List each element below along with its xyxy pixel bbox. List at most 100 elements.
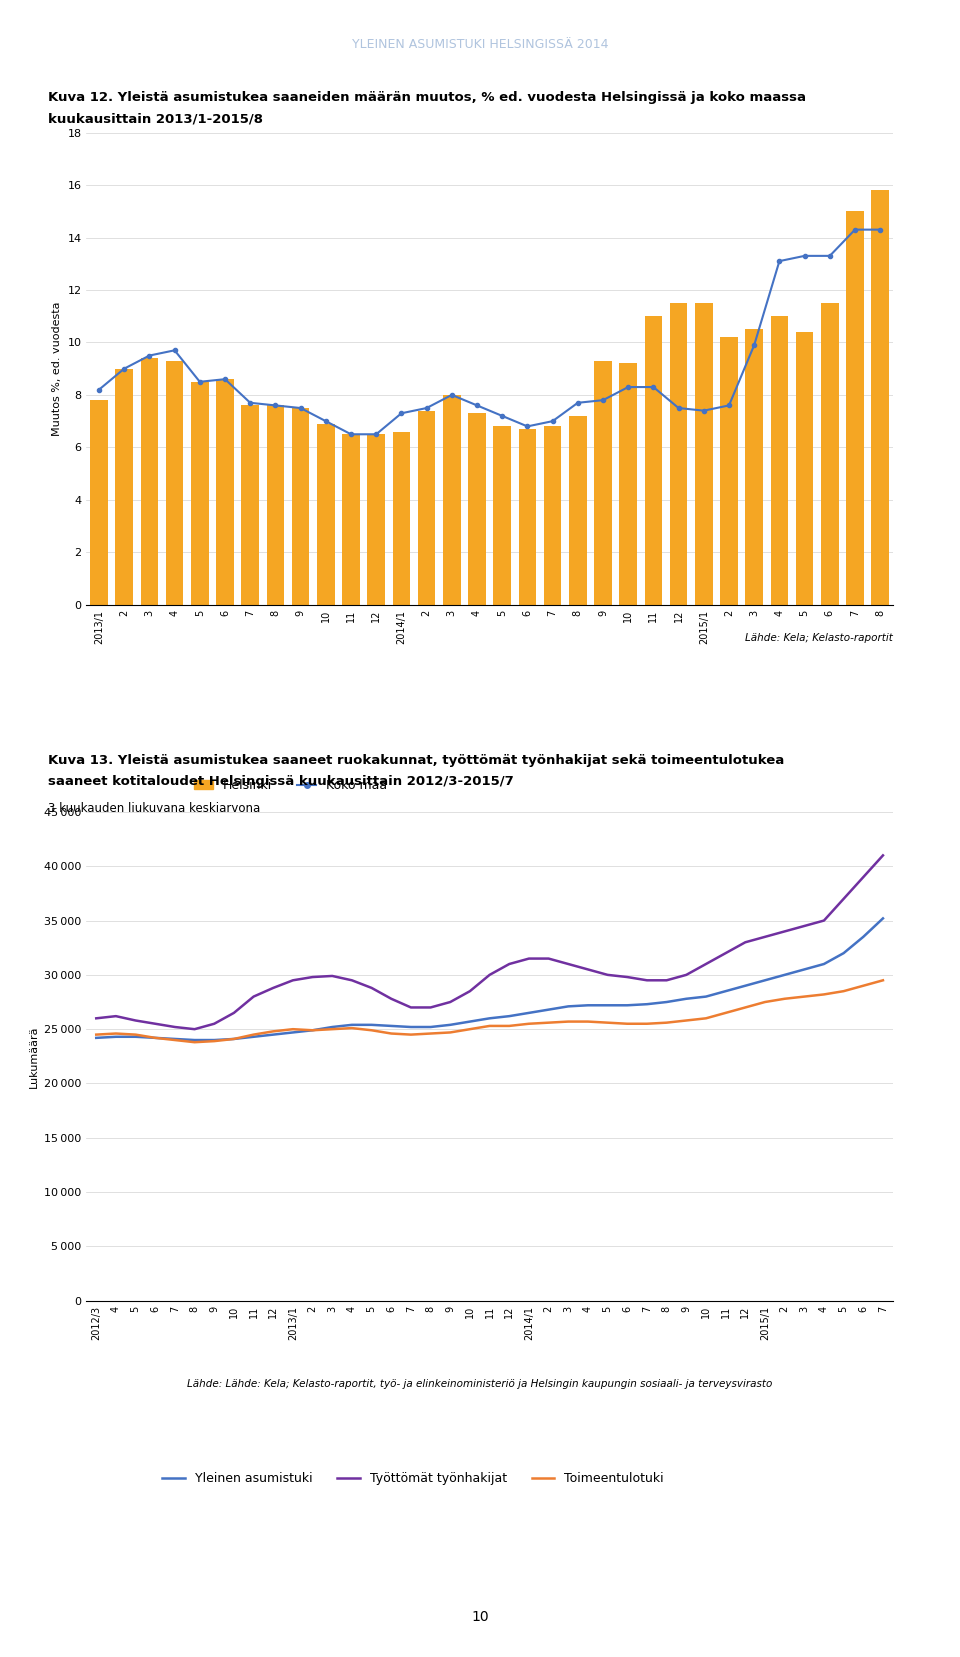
Toimeentulotuki <box>287 1019 299 1039</box>
Työttömät työnhakijat <box>759 926 771 946</box>
Työttömät työnhakijat <box>326 966 338 986</box>
Legend: Helsinki, Koko maa: Helsinki, Koko maa <box>189 774 393 797</box>
Toimeentulotuki <box>268 1021 279 1041</box>
Yleinen asumistuki <box>425 1017 437 1037</box>
Työttömät työnhakijat <box>818 911 829 931</box>
Bar <box>216 379 234 605</box>
Bar <box>619 363 637 605</box>
Toimeentulotuki <box>405 1024 417 1044</box>
Työttömät työnhakijat <box>602 964 613 984</box>
Työttömät työnhakijat <box>877 845 889 865</box>
Työttömät työnhakijat <box>857 867 869 886</box>
Työttömät työnhakijat <box>681 964 692 984</box>
Yleinen asumistuki <box>366 1014 377 1034</box>
Yleinen asumistuki <box>287 1022 299 1042</box>
Yleinen asumistuki <box>150 1027 161 1047</box>
Bar <box>317 424 335 605</box>
Toimeentulotuki <box>523 1014 535 1034</box>
Toimeentulotuki <box>366 1021 377 1041</box>
Työttömät työnhakijat <box>700 954 711 974</box>
Yleinen asumistuki <box>484 1009 495 1029</box>
Yleinen asumistuki <box>189 1031 201 1051</box>
Bar <box>292 408 309 605</box>
Yleinen asumistuki <box>307 1021 319 1041</box>
Yleinen asumistuki <box>110 1027 122 1047</box>
Toimeentulotuki <box>208 1031 220 1051</box>
Bar <box>771 316 788 605</box>
Text: Kuva 12. Yleistä asumistukea saaneiden määrän muutos, % ed. vuodesta Helsingissä: Kuva 12. Yleistä asumistukea saaneiden m… <box>48 91 806 104</box>
Toimeentulotuki <box>660 1012 672 1032</box>
Työttömät työnhakijat <box>484 964 495 984</box>
Toimeentulotuki <box>700 1009 711 1029</box>
Text: Lähde: Lähde: Kela; Kelasto-raportit, työ- ja elinkeinoministeriö ja Helsingin k: Lähde: Lähde: Kela; Kelasto-raportit, ty… <box>187 1379 773 1389</box>
Toimeentulotuki <box>759 993 771 1012</box>
Yleinen asumistuki <box>169 1029 180 1049</box>
Bar <box>569 416 587 605</box>
Text: 3 kuukauden liukuvana keskiarvona: 3 kuukauden liukuvana keskiarvona <box>48 802 260 815</box>
Yleinen asumistuki <box>602 996 613 1016</box>
Työttömät työnhakijat <box>208 1014 220 1034</box>
Toimeentulotuki <box>602 1012 613 1032</box>
Bar <box>443 394 461 605</box>
Työttömät työnhakijat <box>660 971 672 991</box>
Työttömät työnhakijat <box>503 954 515 974</box>
Yleinen asumistuki <box>818 954 829 974</box>
Yleinen asumistuki <box>465 1012 476 1032</box>
Bar <box>493 426 511 605</box>
Toimeentulotuki <box>720 1002 732 1022</box>
Bar <box>393 432 410 605</box>
Työttömät työnhakijat <box>386 989 397 1009</box>
Bar <box>670 303 687 605</box>
Bar <box>267 406 284 605</box>
Toimeentulotuki <box>582 1012 593 1032</box>
Yleinen asumistuki <box>739 976 751 996</box>
Toimeentulotuki <box>621 1014 633 1034</box>
Työttömät työnhakijat <box>542 948 554 968</box>
Text: kuukausittain 2013/1-2015/8: kuukausittain 2013/1-2015/8 <box>48 113 263 126</box>
Yleinen asumistuki <box>90 1027 102 1047</box>
Työttömät työnhakijat <box>465 981 476 1001</box>
Toimeentulotuki <box>347 1017 358 1037</box>
Yleinen asumistuki <box>523 1002 535 1022</box>
Yleinen asumistuki <box>681 989 692 1009</box>
Bar <box>115 370 133 605</box>
Line: Työttömät työnhakijat: Työttömät työnhakijat <box>96 855 883 1029</box>
Bar <box>468 413 486 605</box>
Toimeentulotuki <box>877 971 889 991</box>
Työttömät työnhakijat <box>307 968 319 988</box>
Bar <box>872 191 889 605</box>
Toimeentulotuki <box>484 1016 495 1036</box>
Toimeentulotuki <box>248 1024 259 1044</box>
Yleinen asumistuki <box>386 1016 397 1036</box>
Yleinen asumistuki <box>228 1029 240 1049</box>
Toimeentulotuki <box>641 1014 653 1034</box>
Yleinen asumistuki <box>208 1031 220 1051</box>
Text: YLEINEN ASUMISTUKI HELSINGISSÄ 2014: YLEINEN ASUMISTUKI HELSINGISSÄ 2014 <box>351 38 609 51</box>
Työttömät työnhakijat <box>287 971 299 991</box>
Yleinen asumistuki <box>838 943 850 963</box>
Työttömät työnhakijat <box>621 968 633 988</box>
Toimeentulotuki <box>444 1022 456 1042</box>
Työttömät työnhakijat <box>739 933 751 953</box>
Työttömät työnhakijat <box>641 971 653 991</box>
Text: Lähde: Kela; Kelasto-raportit: Lähde: Kela; Kelasto-raportit <box>745 633 893 643</box>
Työttömät työnhakijat <box>268 978 279 998</box>
Työttömät työnhakijat <box>110 1006 122 1026</box>
Bar <box>518 429 537 605</box>
Bar <box>140 358 158 605</box>
Toimeentulotuki <box>228 1029 240 1049</box>
Työttömät työnhakijat <box>720 943 732 963</box>
Bar <box>342 434 360 605</box>
Bar <box>796 331 813 605</box>
Yleinen asumistuki <box>582 996 593 1016</box>
Toimeentulotuki <box>681 1011 692 1031</box>
Bar <box>418 411 436 605</box>
Yleinen asumistuki <box>759 971 771 991</box>
Työttömät työnhakijat <box>347 971 358 991</box>
Bar <box>695 303 712 605</box>
Bar <box>594 361 612 605</box>
Yleinen asumistuki <box>326 1017 338 1037</box>
Yleinen asumistuki <box>700 986 711 1006</box>
Line: Toimeentulotuki: Toimeentulotuki <box>96 981 883 1042</box>
Yleinen asumistuki <box>857 926 869 946</box>
